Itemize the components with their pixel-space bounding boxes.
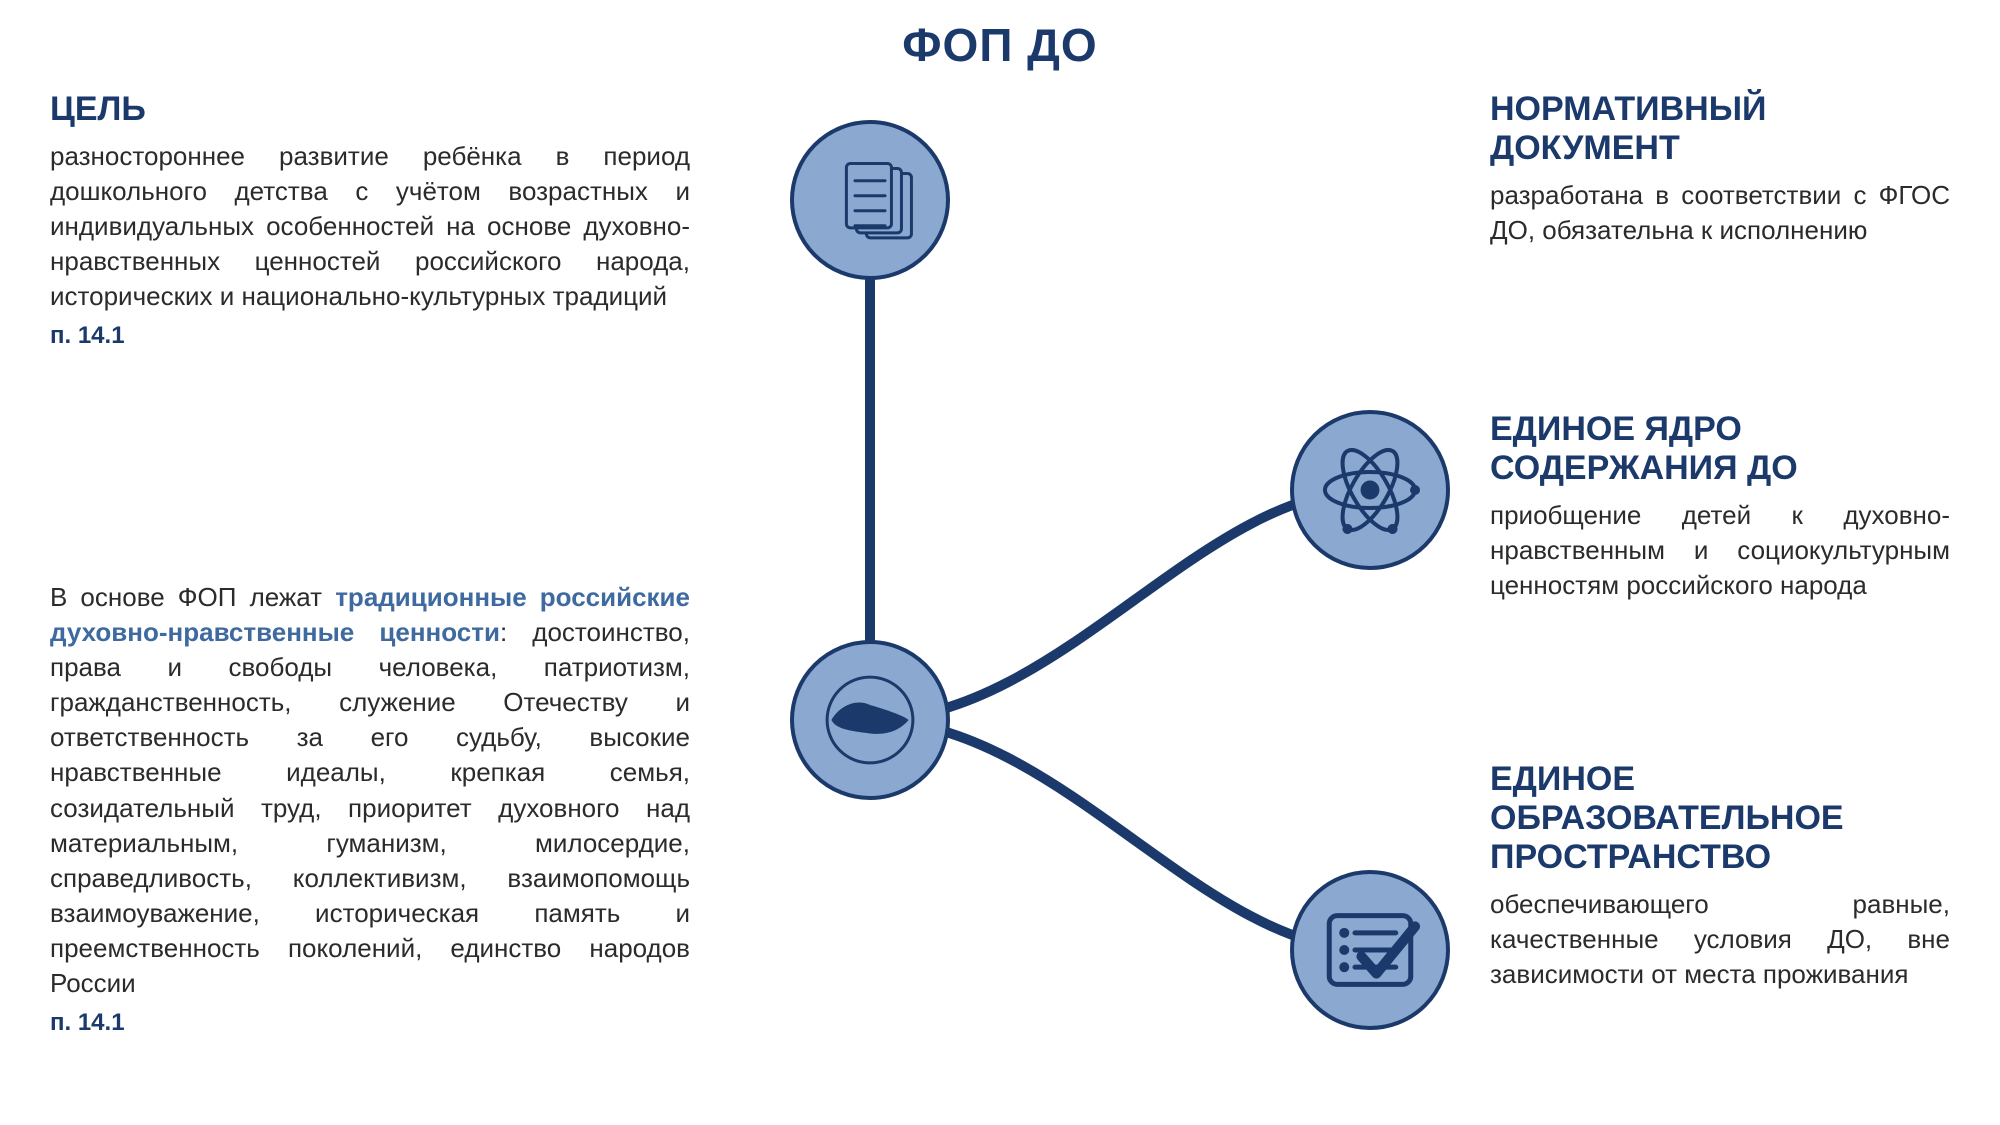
space-body: обеспечивающего равные, качественные усл… bbox=[1490, 887, 1950, 992]
right-block-core: ЕДИНОЕ ЯДРО СОДЕРЖАНИЯ ДО приобщение дет… bbox=[1490, 410, 1950, 603]
page-title: ФОП ДО bbox=[0, 18, 2000, 72]
normative-heading: НОРМАТИВНЫЙ ДОКУМЕНТ bbox=[1490, 90, 1950, 168]
values-body: В основе ФОП лежат традиционные российск… bbox=[50, 580, 690, 1001]
node-hub bbox=[792, 642, 948, 798]
left-block-values: В основе ФОП лежат традиционные российск… bbox=[50, 580, 690, 1037]
values-suffix: : достоинство, права и свободы человека,… bbox=[50, 617, 690, 998]
goal-ref: п. 14.1 bbox=[50, 322, 690, 350]
left-block-goal: ЦЕЛЬ разностороннее развитие ребёнка в п… bbox=[50, 90, 690, 350]
goal-heading: ЦЕЛЬ bbox=[50, 90, 690, 129]
node-docs bbox=[792, 122, 948, 278]
node-core bbox=[1292, 412, 1448, 568]
values-prefix: В основе ФОП лежат bbox=[50, 582, 335, 612]
normative-body: разработана в соответствии с ФГОС ДО, об… bbox=[1490, 178, 1950, 248]
right-block-space: ЕДИНОЕ ОБРАЗОВАТЕЛЬНОЕ ПРОСТРАНСТВО обес… bbox=[1490, 760, 1950, 992]
values-ref: п. 14.1 bbox=[50, 1009, 690, 1037]
node-space bbox=[1292, 872, 1448, 1028]
goal-body: разностороннее развитие ребёнка в период… bbox=[50, 139, 690, 314]
space-heading: ЕДИНОЕ ОБРАЗОВАТЕЛЬНОЕ ПРОСТРАНСТВО bbox=[1490, 760, 1950, 877]
core-body: приобщение детей к духовно-нравственным … bbox=[1490, 498, 1950, 603]
core-heading: ЕДИНОЕ ЯДРО СОДЕРЖАНИЯ ДО bbox=[1490, 410, 1950, 488]
right-block-normative: НОРМАТИВНЫЙ ДОКУМЕНТ разработана в соотв… bbox=[1490, 90, 1950, 248]
